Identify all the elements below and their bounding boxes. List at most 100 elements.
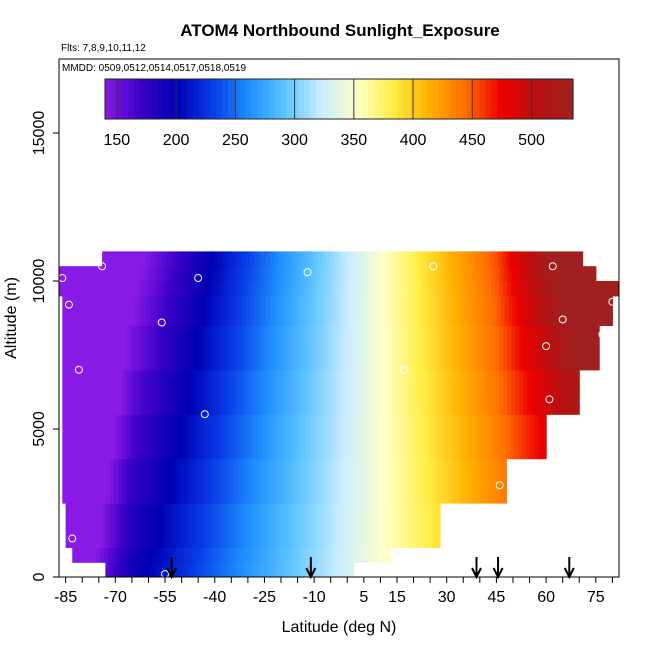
heatmap-cell (66, 295, 71, 326)
heatmap-cell (117, 562, 123, 577)
heatmap-cell (72, 547, 77, 563)
x-axis-label: Latitude (deg N) (282, 619, 397, 636)
heatmap-cell (159, 547, 165, 563)
heatmap-cell (282, 251, 287, 267)
heatmap-cell (230, 325, 236, 371)
heatmap-cell (575, 369, 580, 415)
heatmap-cell (96, 547, 101, 563)
heatmap-cell (243, 266, 248, 282)
heatmap-cell (59, 281, 64, 297)
heatmap-cell (486, 414, 491, 460)
colorbar-segment (438, 79, 445, 119)
heatmap-cell (171, 281, 176, 297)
heatmap-cell (450, 458, 455, 504)
heatmap-cell (186, 458, 191, 504)
heatmap-cell (98, 369, 103, 415)
heatmap-cell (406, 251, 411, 267)
heatmap-cell (255, 281, 260, 297)
heatmap-cell (218, 325, 224, 371)
heatmap-cell (166, 458, 171, 504)
heatmap-cell (154, 369, 160, 415)
heatmap-cell (199, 547, 205, 563)
heatmap-cell (315, 266, 320, 282)
heatmap-cell (175, 547, 181, 563)
heatmap-cell (175, 281, 180, 297)
heatmap-cell (451, 266, 457, 282)
heatmap-cell (255, 547, 260, 563)
heatmap-cell (551, 325, 556, 371)
profile-marker (68, 534, 77, 543)
heatmap-cell (332, 503, 338, 548)
heatmap-cell (266, 414, 271, 460)
heatmap-cell (234, 414, 239, 460)
heatmap-cell (290, 547, 296, 563)
heatmap-cell (254, 414, 259, 460)
heatmap-cell (350, 369, 356, 415)
heatmap-cell (278, 251, 283, 267)
heatmap-cell (277, 295, 283, 326)
heatmap-cell (322, 369, 328, 415)
heatmap-cell (366, 547, 372, 563)
heatmap-cell (476, 295, 482, 326)
latitude-arrow (563, 557, 575, 580)
heatmap-cell (310, 369, 316, 415)
heatmap-cell (583, 266, 589, 282)
heatmap-cell (122, 369, 128, 415)
heatmap-cell (187, 547, 193, 563)
heatmap-cell (543, 281, 548, 297)
heatmap-cell (237, 562, 243, 577)
heatmap-cell (158, 325, 164, 371)
heatmap-cell (126, 295, 131, 326)
heatmap-cell (592, 295, 598, 326)
heatmap-cell (511, 266, 517, 282)
heatmap-cell (300, 503, 306, 548)
heatmap-cell (287, 266, 292, 282)
heatmap-cell (263, 281, 268, 297)
heatmap-cell (275, 547, 280, 563)
heatmap-cell (551, 281, 556, 297)
heatmap-cell (241, 295, 247, 326)
heatmap-cell (539, 369, 544, 415)
heatmap-cell (471, 369, 476, 415)
heatmap-cell (490, 414, 495, 460)
heatmap-cell (527, 281, 532, 297)
heatmap-cell (531, 281, 536, 297)
heatmap-cell (295, 281, 300, 297)
heatmap-cell (274, 369, 280, 415)
heatmap-cell (62, 369, 67, 415)
heatmap-cell (230, 369, 236, 415)
heatmap-cell (234, 369, 240, 415)
heatmap-cell (419, 266, 425, 282)
heatmap-cell (202, 325, 208, 371)
heatmap-cell (355, 266, 361, 282)
colorbar-segment (403, 79, 410, 119)
heatmap-cell (482, 414, 487, 460)
heatmap-cell (571, 266, 577, 282)
heatmap-cell (118, 369, 124, 415)
colorbar-segment (508, 79, 516, 119)
heatmap-cell (222, 414, 227, 460)
colorbar-segment (268, 79, 276, 119)
colorbar-segment (181, 79, 188, 119)
heatmap-cell (118, 295, 123, 326)
colorbar-segment (292, 79, 299, 119)
heatmap-cell (390, 325, 396, 371)
colorbar-segment (134, 79, 141, 119)
heatmap-cell (391, 266, 397, 282)
heatmap-cell (219, 547, 224, 563)
heatmap-cell (224, 503, 230, 548)
heatmap-cell (90, 458, 95, 504)
heatmap-cell (318, 325, 324, 371)
heatmap-cell (507, 281, 512, 297)
heatmap-cell (91, 266, 96, 282)
heatmap-cell (430, 369, 436, 415)
heatmap-cell (146, 295, 151, 326)
heatmap-cell (197, 562, 203, 577)
heatmap-cell (231, 281, 236, 297)
heatmap-cell (317, 562, 323, 577)
heatmap-cell (414, 369, 420, 415)
heatmap-cell (308, 503, 314, 548)
heatmap-cell (306, 547, 312, 563)
heatmap-cell (174, 414, 179, 460)
heatmap-cell (334, 251, 339, 267)
